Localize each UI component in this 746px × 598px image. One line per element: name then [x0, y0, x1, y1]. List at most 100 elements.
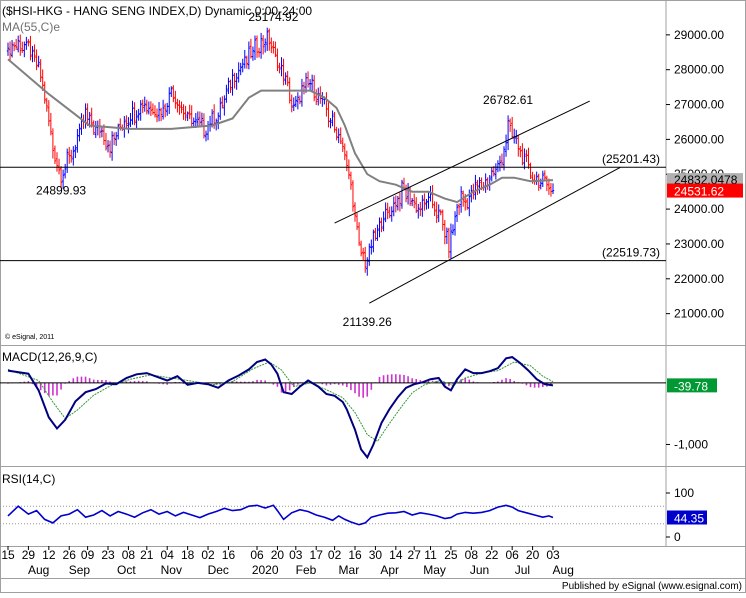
price-bar[interactable]: [286, 70, 289, 87]
price-bar[interactable]: [388, 206, 391, 219]
price-bar[interactable]: [300, 78, 304, 107]
price-bar[interactable]: [163, 103, 167, 118]
price-bar[interactable]: [204, 130, 208, 142]
price-bar[interactable]: [457, 203, 461, 216]
price-bar[interactable]: [478, 177, 481, 194]
price-bar[interactable]: [398, 192, 402, 212]
price-bar[interactable]: [19, 34, 22, 56]
price-bar[interactable]: [166, 102, 169, 116]
price-bar[interactable]: [74, 144, 77, 159]
price-bar[interactable]: [445, 227, 449, 244]
price-bar[interactable]: [453, 211, 457, 236]
price-bar[interactable]: [429, 185, 432, 202]
price-bar[interactable]: [127, 117, 130, 134]
price-bar[interactable]: [443, 219, 447, 245]
price-bar[interactable]: [533, 174, 536, 185]
price-bar[interactable]: [327, 102, 330, 128]
price-bar[interactable]: [376, 224, 379, 241]
price-bar[interactable]: [49, 112, 53, 136]
price-bar[interactable]: [274, 41, 277, 58]
price-bar[interactable]: [180, 101, 183, 114]
price-bar[interactable]: [351, 180, 355, 212]
price-bar[interactable]: [196, 111, 200, 128]
price-bar[interactable]: [59, 166, 63, 188]
price-bar[interactable]: [451, 224, 455, 235]
price-bar[interactable]: [331, 110, 334, 127]
price-bar[interactable]: [92, 120, 95, 135]
price-bar[interactable]: [259, 32, 263, 59]
price-bar[interactable]: [357, 222, 361, 246]
price-bar[interactable]: [343, 143, 346, 161]
price-bar[interactable]: [339, 127, 342, 144]
price-bar[interactable]: [372, 229, 375, 253]
price-bar[interactable]: [61, 169, 65, 189]
price-bar[interactable]: [233, 72, 236, 89]
price-bar[interactable]: [386, 202, 389, 220]
channel-lower-line[interactable]: [369, 166, 621, 304]
price-bar[interactable]: [188, 104, 191, 120]
price-bar[interactable]: [184, 105, 187, 121]
price-bar[interactable]: [417, 203, 420, 219]
price-bar[interactable]: [412, 193, 416, 209]
price-bar[interactable]: [210, 109, 214, 128]
price-bar[interactable]: [549, 183, 553, 197]
price-bar[interactable]: [231, 69, 234, 96]
price-bar[interactable]: [37, 55, 40, 68]
price-bar[interactable]: [380, 217, 383, 233]
price-bar[interactable]: [45, 97, 48, 112]
price-bar[interactable]: [23, 41, 26, 58]
price-bar[interactable]: [129, 113, 132, 128]
price-bar[interactable]: [25, 36, 28, 50]
price-bar[interactable]: [310, 74, 314, 93]
price-bar[interactable]: [366, 257, 369, 276]
price-bar[interactable]: [94, 120, 97, 138]
price-bar[interactable]: [192, 117, 195, 127]
price-bar[interactable]: [168, 87, 171, 115]
price-bar[interactable]: [135, 110, 138, 129]
price-bar[interactable]: [208, 115, 212, 132]
price-bar[interactable]: [382, 211, 385, 232]
price-bar[interactable]: [176, 98, 179, 113]
price-bar[interactable]: [529, 162, 532, 180]
rsi-panel[interactable]: [0, 504, 666, 526]
price-bar[interactable]: [486, 177, 489, 190]
price-bar[interactable]: [441, 209, 444, 231]
price-bar[interactable]: [249, 38, 253, 59]
price-bar[interactable]: [506, 115, 510, 151]
price-bar[interactable]: [90, 107, 93, 128]
price-bar[interactable]: [98, 118, 102, 139]
price-bar[interactable]: [541, 170, 544, 188]
price-bar[interactable]: [504, 134, 508, 157]
price-bar[interactable]: [219, 97, 222, 120]
price-bar[interactable]: [235, 72, 238, 90]
price-bar[interactable]: [543, 170, 547, 181]
price-panel[interactable]: 25174.92 24899.93 26782.61 21139.26: [0, 10, 666, 329]
price-bar[interactable]: [139, 100, 142, 121]
price-bar[interactable]: [106, 140, 110, 153]
price-bar[interactable]: [502, 146, 506, 171]
price-bar[interactable]: [80, 113, 83, 135]
price-bar[interactable]: [284, 72, 287, 85]
price-bar[interactable]: [378, 217, 381, 238]
price-bar[interactable]: [263, 38, 267, 53]
price-bar[interactable]: [27, 39, 30, 47]
price-bar[interactable]: [123, 116, 126, 138]
price-bar[interactable]: [186, 111, 189, 121]
price-bar[interactable]: [253, 35, 257, 60]
price-bar[interactable]: [110, 131, 114, 161]
price-bar[interactable]: [370, 239, 373, 255]
price-bar[interactable]: [6, 42, 10, 56]
price-bar[interactable]: [359, 240, 363, 257]
price-bar[interactable]: [496, 160, 500, 173]
price-bar[interactable]: [341, 137, 344, 153]
price-bar[interactable]: [174, 90, 177, 109]
price-bar[interactable]: [198, 111, 202, 128]
price-bar[interactable]: [290, 94, 293, 113]
price-bar[interactable]: [433, 201, 436, 217]
price-bar[interactable]: [55, 152, 59, 172]
price-bar[interactable]: [368, 243, 371, 266]
price-bar[interactable]: [96, 120, 100, 136]
price-bar[interactable]: [488, 175, 491, 191]
price-bar[interactable]: [455, 203, 459, 222]
price-bar[interactable]: [29, 35, 32, 61]
